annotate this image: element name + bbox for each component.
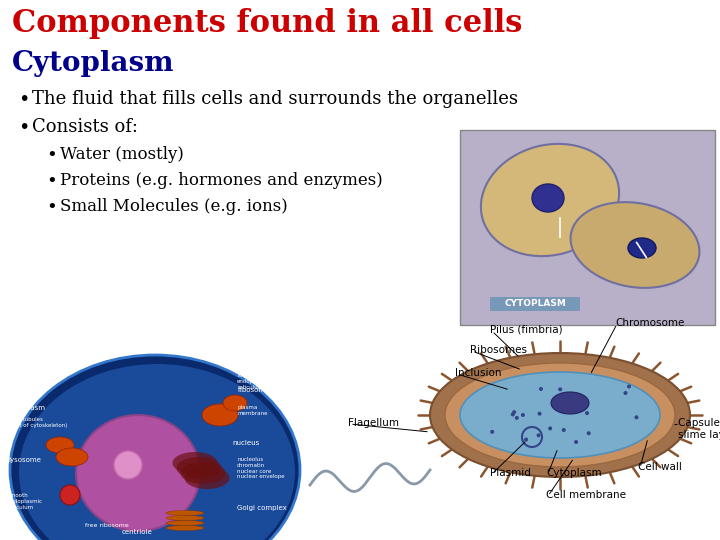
Text: smooth
endoplasmic
reticulum: smooth endoplasmic reticulum bbox=[8, 493, 43, 510]
Text: •: • bbox=[46, 198, 57, 216]
Ellipse shape bbox=[202, 404, 238, 426]
Circle shape bbox=[510, 413, 515, 416]
Text: rough
endoplasmic
reticulum: rough endoplasmic reticulum bbox=[237, 373, 272, 389]
Text: •: • bbox=[18, 90, 30, 109]
Text: mitochondrion: mitochondrion bbox=[0, 363, 50, 372]
Text: Plasmid: Plasmid bbox=[490, 468, 531, 478]
Ellipse shape bbox=[56, 448, 88, 466]
Circle shape bbox=[515, 416, 519, 420]
Circle shape bbox=[521, 413, 525, 417]
Text: The fluid that fills cells and surrounds the organelles: The fluid that fills cells and surrounds… bbox=[32, 90, 518, 108]
Ellipse shape bbox=[166, 516, 204, 521]
Circle shape bbox=[536, 433, 541, 437]
Text: Ribosomes: Ribosomes bbox=[470, 345, 527, 355]
Circle shape bbox=[634, 415, 639, 419]
Text: cytoplasm: cytoplasm bbox=[10, 405, 46, 411]
Circle shape bbox=[587, 431, 590, 435]
Ellipse shape bbox=[481, 144, 619, 256]
Text: Cell membrane: Cell membrane bbox=[546, 490, 626, 500]
Circle shape bbox=[627, 384, 631, 388]
Ellipse shape bbox=[166, 510, 204, 516]
Circle shape bbox=[60, 485, 80, 505]
Ellipse shape bbox=[430, 353, 690, 477]
Circle shape bbox=[114, 451, 142, 479]
Text: CYTOPLASM: CYTOPLASM bbox=[504, 300, 566, 308]
Text: •: • bbox=[46, 172, 57, 190]
Ellipse shape bbox=[445, 363, 675, 467]
Circle shape bbox=[548, 427, 552, 430]
Text: Golgi complex: Golgi complex bbox=[237, 505, 287, 511]
Text: Cytoplasm: Cytoplasm bbox=[546, 468, 602, 478]
Circle shape bbox=[624, 391, 627, 395]
Ellipse shape bbox=[46, 437, 74, 453]
Circle shape bbox=[558, 387, 562, 392]
Ellipse shape bbox=[551, 392, 589, 414]
Ellipse shape bbox=[181, 462, 225, 484]
Circle shape bbox=[585, 411, 589, 415]
Text: Chromosome: Chromosome bbox=[615, 318, 685, 328]
Text: microtubules
(part of cytoskeleton): microtubules (part of cytoskeleton) bbox=[8, 417, 68, 428]
Ellipse shape bbox=[166, 525, 204, 530]
Text: Flagellum: Flagellum bbox=[348, 418, 399, 428]
Text: lysosome: lysosome bbox=[8, 457, 41, 463]
Ellipse shape bbox=[223, 395, 247, 411]
Text: free ribosome: free ribosome bbox=[85, 523, 129, 528]
Bar bbox=[490, 297, 580, 311]
Ellipse shape bbox=[176, 457, 222, 479]
Text: ribosome: ribosome bbox=[237, 387, 269, 393]
Text: •: • bbox=[46, 146, 57, 164]
Text: Cell wall: Cell wall bbox=[638, 462, 682, 472]
Text: Consists of:: Consists of: bbox=[32, 118, 138, 136]
Text: nucleus: nucleus bbox=[232, 440, 259, 446]
Ellipse shape bbox=[19, 364, 295, 540]
Circle shape bbox=[574, 440, 578, 444]
Text: plasma
membrane: plasma membrane bbox=[237, 405, 268, 416]
Text: Pilus (fimbria): Pilus (fimbria) bbox=[490, 325, 562, 335]
Circle shape bbox=[512, 410, 516, 414]
Ellipse shape bbox=[166, 521, 204, 525]
Circle shape bbox=[562, 428, 566, 432]
Text: nucleolus
chromatin
nuclear core
nuclear envelope: nucleolus chromatin nuclear core nuclear… bbox=[237, 457, 284, 480]
Ellipse shape bbox=[10, 355, 300, 540]
Text: Small Molecules (e.g. ions): Small Molecules (e.g. ions) bbox=[60, 198, 288, 215]
Text: •: • bbox=[18, 118, 30, 137]
Text: Water (mostly): Water (mostly) bbox=[60, 146, 184, 163]
Circle shape bbox=[524, 437, 528, 442]
Text: Capsule or
slime layer: Capsule or slime layer bbox=[678, 418, 720, 440]
Text: Components found in all cells: Components found in all cells bbox=[12, 8, 523, 39]
Bar bbox=[460, 130, 715, 325]
Text: Cytoplasm: Cytoplasm bbox=[12, 50, 174, 77]
Ellipse shape bbox=[76, 415, 200, 531]
Ellipse shape bbox=[628, 238, 656, 258]
Ellipse shape bbox=[570, 202, 699, 288]
Ellipse shape bbox=[184, 467, 230, 489]
Text: Inclusion: Inclusion bbox=[455, 368, 502, 378]
Text: Proteins (e.g. hormones and enzymes): Proteins (e.g. hormones and enzymes) bbox=[60, 172, 383, 189]
Circle shape bbox=[490, 430, 494, 434]
Circle shape bbox=[539, 387, 543, 391]
Ellipse shape bbox=[532, 184, 564, 212]
Ellipse shape bbox=[173, 452, 217, 474]
Circle shape bbox=[538, 411, 541, 416]
Ellipse shape bbox=[460, 372, 660, 458]
Text: centriole: centriole bbox=[122, 529, 153, 535]
